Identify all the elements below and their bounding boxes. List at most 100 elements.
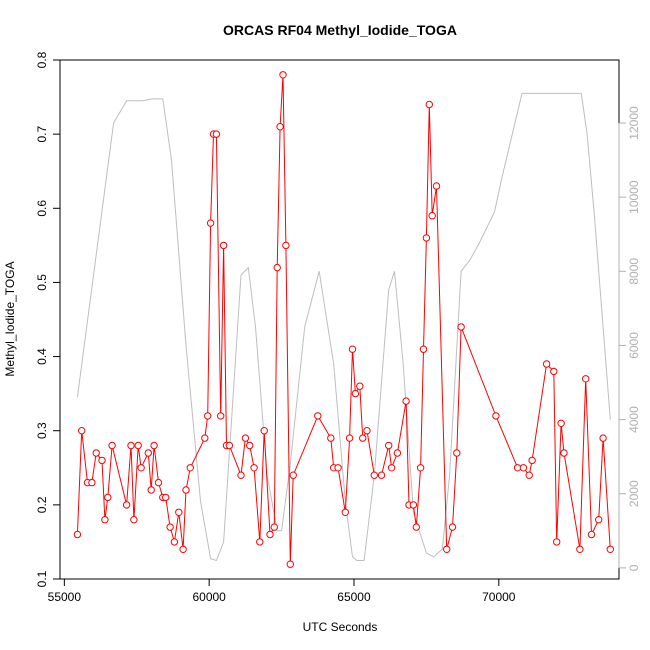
primary-series (73, 71, 614, 568)
data-point (606, 545, 614, 553)
y-tick-label: 0.6 (35, 200, 49, 217)
data-point (432, 182, 441, 190)
data-point (73, 530, 82, 539)
data-point (137, 464, 145, 472)
data-point (170, 538, 179, 546)
x-tick-label: 70000 (482, 590, 516, 604)
data-point (525, 471, 533, 479)
chart-title: ORCAS RF04 Methyl_Iodide_TOGA (223, 22, 457, 38)
data-point (443, 545, 451, 553)
data-point (217, 412, 225, 420)
data-point (104, 493, 112, 502)
data-point (182, 486, 190, 494)
data-point (179, 545, 187, 553)
x-tick-label: 55000 (48, 590, 82, 604)
data-point (276, 123, 284, 131)
y2-tick-label: 2000 (627, 480, 641, 507)
data-point (416, 464, 425, 472)
data-point (595, 516, 603, 524)
data-point (409, 501, 418, 509)
y-tick-label: 0.3 (35, 422, 49, 439)
y2-tick-label: 8000 (627, 258, 641, 285)
y2-tick-label: 12000 (627, 106, 641, 140)
data-point (348, 345, 357, 353)
data-point (448, 523, 457, 531)
data-point (130, 516, 138, 524)
data-point (270, 523, 278, 531)
data-point (393, 449, 402, 457)
data-point (260, 427, 268, 435)
data-point (599, 434, 607, 442)
data-point (241, 434, 250, 442)
data-point (550, 367, 558, 376)
data-point (356, 382, 364, 390)
y2-tick-label: 10000 (627, 180, 641, 214)
data-point (206, 219, 215, 227)
data-point (175, 508, 183, 516)
data-point (542, 360, 551, 368)
y-axis-left: 0.1 0.2 0.3 0.4 0.5 0.6 0.7 0.8 (35, 51, 61, 587)
data-point (282, 241, 290, 250)
data-point (266, 530, 274, 539)
data-point (98, 456, 106, 465)
data-point (422, 234, 431, 242)
y-axis-right: 0 2000 4000 6000 8000 10000 12000 (618, 106, 641, 571)
data-point (88, 478, 96, 487)
data-point (351, 389, 360, 398)
data-point (144, 449, 153, 457)
data-point (78, 427, 86, 435)
data-point (134, 441, 142, 450)
data-point (286, 560, 294, 568)
data-point (412, 523, 420, 531)
data-point (127, 441, 135, 450)
secondary-series (76, 92, 611, 562)
data-point (528, 456, 536, 465)
data-point (428, 212, 436, 220)
x-axis-label: UTC Seconds (303, 620, 378, 634)
data-point (402, 397, 410, 405)
data-point (363, 427, 371, 435)
data-point (425, 100, 433, 109)
data-point (387, 464, 396, 472)
data-point (314, 412, 322, 420)
y-axis-label: Methyl_Iodide_TOGA (3, 261, 17, 376)
data-point (279, 71, 287, 79)
y-tick-label: 0.7 (35, 125, 49, 142)
data-point (122, 501, 131, 509)
data-point (101, 516, 109, 524)
data-point (92, 449, 100, 457)
data-point (587, 530, 596, 539)
data-point (385, 441, 393, 450)
data-point (201, 434, 209, 442)
y-tick-label: 0.2 (35, 496, 49, 513)
data-point (166, 523, 174, 531)
data-point (453, 449, 461, 457)
y-tick-label: 0.5 (35, 274, 49, 291)
primary-series-line (76, 74, 611, 565)
data-point (289, 471, 297, 479)
plot-frame (59, 59, 620, 580)
data-point (154, 478, 163, 487)
x-axis: 55000 60000 65000 70000 (48, 578, 516, 604)
data-point (204, 412, 212, 420)
y2-tick-label: 0 (627, 564, 641, 571)
data-point (576, 545, 584, 553)
data-point (557, 419, 565, 427)
y2-tick-label: 6000 (627, 332, 641, 359)
data-point (256, 538, 264, 546)
data-point (519, 464, 528, 472)
data-point (225, 441, 234, 450)
data-point (147, 486, 155, 494)
x-tick-label: 60000 (192, 590, 226, 604)
data-point (186, 464, 195, 472)
y-tick-label: 0.4 (35, 348, 49, 365)
data-point (341, 508, 349, 516)
data-point (377, 471, 386, 479)
data-point (327, 434, 335, 442)
data-point (162, 493, 170, 502)
data-point (492, 412, 500, 420)
data-point (457, 323, 465, 331)
data-point (219, 241, 228, 250)
x-tick-label: 65000 (337, 590, 371, 604)
